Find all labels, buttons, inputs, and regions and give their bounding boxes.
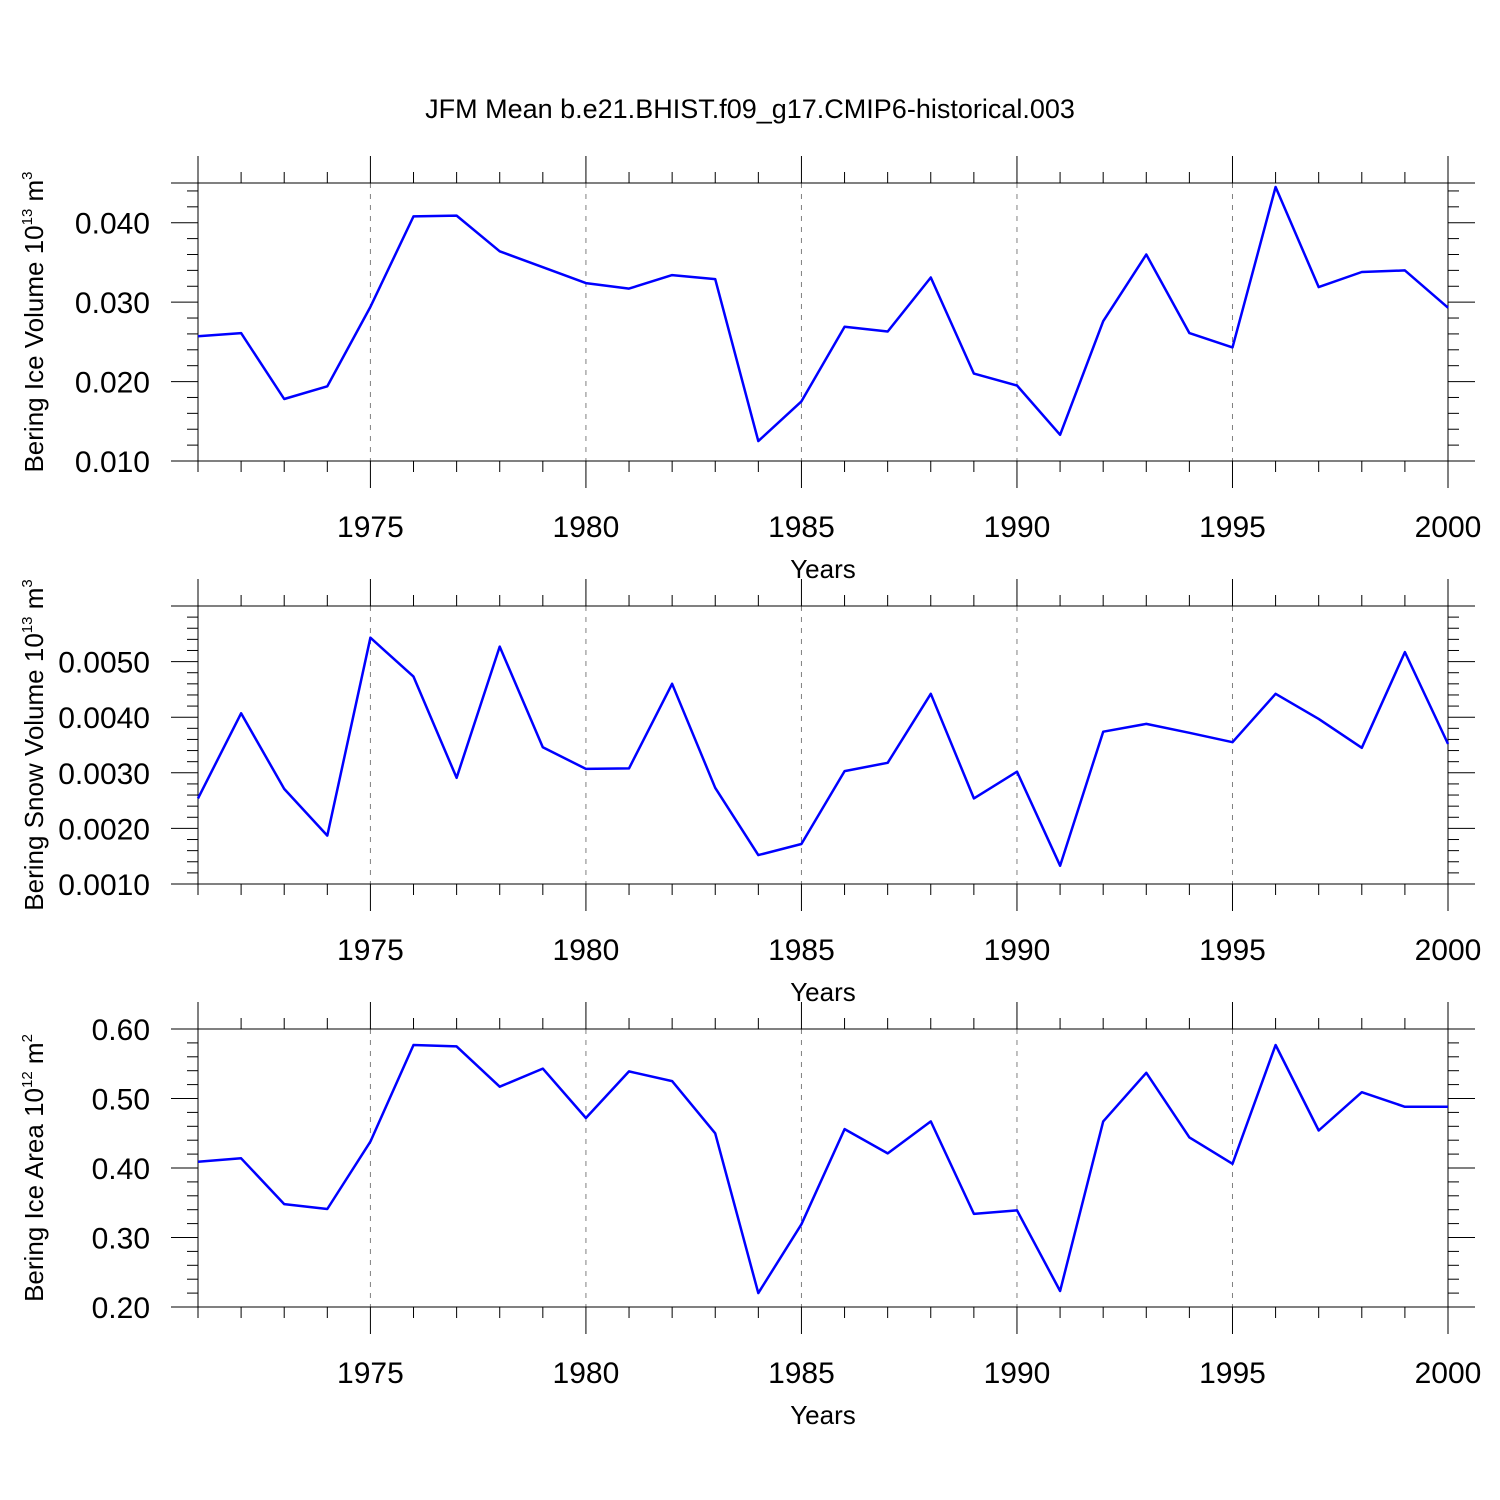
series-line <box>197 185 1449 443</box>
x-tick-label: 1985 <box>768 1357 835 1390</box>
x-tick-label: 1975 <box>337 511 404 544</box>
y-tick-label: 0.60 <box>92 1014 150 1047</box>
y-axis-label: Bering Ice Volume 1013 m3 <box>19 171 49 472</box>
x-axis-label: Years <box>790 977 856 1007</box>
x-axis-label: Years <box>790 554 856 584</box>
x-tick-label: 2000 <box>1415 934 1482 967</box>
x-tick-label: 1995 <box>1199 934 1266 967</box>
x-tick-label: 1995 <box>1199 511 1266 544</box>
panel-3: 0.20 0.30 0.40 0.50 0.60 1975 1980 1985 1990 1995… <box>19 1002 1481 1430</box>
y-tick-label: 0.0040 <box>58 702 150 735</box>
x-tick-label: 1980 <box>553 511 620 544</box>
y-tick-label: 0.40 <box>92 1153 150 1186</box>
x-tick-label: 1990 <box>984 1357 1051 1390</box>
chart-title: JFM Mean b.e21.BHIST.f09_g17.CMIP6-histo… <box>425 94 1075 124</box>
x-tick-label: 1980 <box>553 1357 620 1390</box>
series-line <box>196 636 1450 867</box>
x-tick-label: 1985 <box>768 934 835 967</box>
y-tick-label: 0.0030 <box>58 758 150 791</box>
x-tick-label: 1975 <box>337 934 404 967</box>
x-tick-label: 1995 <box>1199 1357 1266 1390</box>
y-tick-label: 0.030 <box>75 287 150 320</box>
y-tick-label: 0.20 <box>92 1292 150 1325</box>
series-line <box>197 1043 1448 1295</box>
x-tick-label: 1980 <box>553 934 620 967</box>
y-tick-label: 0.0050 <box>58 647 150 680</box>
x-tick-label: 1990 <box>984 934 1051 967</box>
y-tick-label: 0.0020 <box>58 813 150 846</box>
y-tick-label: 0.010 <box>75 446 150 479</box>
y-axis-label: Bering Ice Area 1012 m2 <box>19 1034 49 1302</box>
x-axis-label: Years <box>790 1400 856 1430</box>
panel-1: 0.010 0.020 0.030 0.040 1975 1980 1985 1990 1995… <box>19 156 1481 584</box>
x-tick-label: 2000 <box>1415 511 1482 544</box>
y-tick-label: 0.020 <box>75 367 150 400</box>
y-tick-label: 0.0010 <box>58 869 150 902</box>
x-tick-label: 2000 <box>1415 1357 1482 1390</box>
panel-2: 0.0010 0.0020 0.0030 0.0040 0.0050 1975 1980 19… <box>19 579 1481 1007</box>
x-tick-label: 1990 <box>984 511 1051 544</box>
y-tick-label: 0.50 <box>92 1084 150 1117</box>
x-tick-label: 1985 <box>768 511 835 544</box>
x-tick-label: 1975 <box>337 1357 404 1390</box>
y-axis-label: Bering Snow Volume 1013 m3 <box>19 579 49 910</box>
y-tick-label: 0.30 <box>92 1223 150 1256</box>
y-tick-label: 0.040 <box>75 208 150 241</box>
